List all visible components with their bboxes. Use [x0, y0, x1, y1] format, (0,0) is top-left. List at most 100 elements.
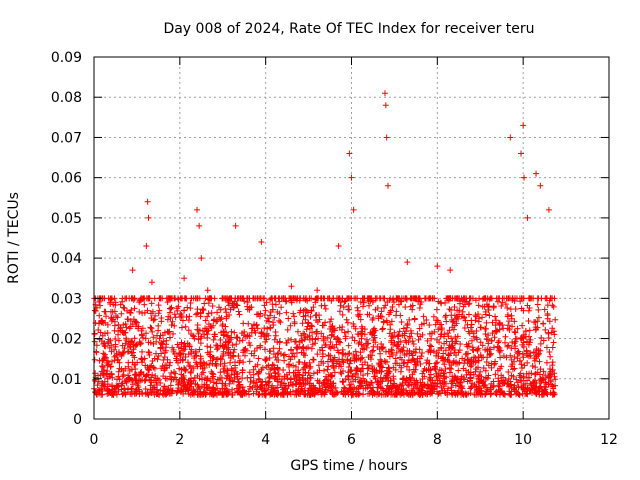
data-point [448, 307, 455, 314]
data-point [229, 391, 236, 398]
data-point [254, 325, 261, 332]
data-point [109, 374, 116, 381]
data-point [261, 302, 268, 309]
data-point [435, 391, 442, 398]
data-point [240, 320, 247, 327]
data-point [255, 355, 262, 362]
data-point [128, 385, 135, 392]
data-point [137, 340, 144, 347]
data-point [452, 334, 459, 341]
data-point [222, 323, 229, 330]
data-point [502, 301, 509, 308]
data-point [350, 351, 357, 358]
data-point [320, 333, 327, 340]
data-point [398, 356, 405, 363]
data-point [387, 377, 394, 384]
data-point [261, 346, 268, 353]
data-point [200, 307, 207, 314]
data-point [308, 307, 315, 314]
data-point [479, 342, 486, 349]
data-point [345, 328, 352, 335]
data-point [257, 344, 264, 351]
data-point [291, 320, 298, 327]
data-point [177, 350, 184, 357]
data-point [184, 304, 191, 311]
data-point [426, 376, 433, 383]
data-point [130, 381, 137, 388]
data-point [377, 350, 384, 357]
data-point [487, 384, 494, 391]
data-point [329, 358, 336, 365]
data-point [469, 346, 476, 353]
data-point [508, 312, 515, 319]
data-point [539, 375, 546, 382]
data-point [326, 318, 333, 325]
data-point [549, 344, 556, 351]
data-point [158, 318, 165, 325]
data-point [96, 336, 103, 343]
data-point [216, 314, 223, 321]
data-point [428, 330, 435, 337]
data-point [463, 350, 470, 357]
data-point [423, 316, 430, 323]
data-point [367, 356, 374, 363]
data-point [301, 330, 308, 337]
data-point [486, 296, 493, 303]
data-point [239, 375, 246, 382]
data-point [185, 351, 192, 358]
data-point [405, 357, 412, 364]
data-point [467, 369, 474, 376]
data-point [278, 379, 285, 386]
data-point [178, 366, 185, 373]
data-point [280, 366, 287, 373]
data-point [434, 263, 441, 270]
x-axis-label: GPS time / hours [290, 458, 407, 474]
data-point [464, 343, 471, 350]
data-point [353, 364, 360, 371]
data-point [428, 343, 435, 350]
data-point [309, 341, 316, 348]
data-point [383, 317, 390, 324]
x-tick-label: 2 [175, 432, 184, 448]
data-point [261, 312, 268, 319]
data-point [107, 301, 114, 308]
data-point [96, 312, 103, 319]
data-point [384, 182, 391, 189]
data-point [206, 351, 213, 358]
data-point [220, 391, 227, 398]
data-point [264, 379, 271, 386]
data-point [330, 363, 337, 370]
data-point [545, 206, 552, 213]
data-point [156, 335, 163, 342]
data-point [488, 337, 495, 344]
data-point [246, 369, 253, 376]
data-point [490, 382, 497, 389]
data-point [227, 359, 234, 366]
data-point [424, 390, 431, 397]
data-point [115, 356, 122, 363]
data-point [540, 368, 547, 375]
data-point [328, 372, 335, 379]
data-point [148, 362, 155, 369]
data-point [466, 300, 473, 307]
data-point [446, 365, 453, 372]
data-point [382, 102, 389, 109]
data-point [248, 350, 255, 357]
data-point [516, 391, 523, 398]
data-point [138, 295, 145, 302]
data-point [301, 391, 308, 398]
data-point [300, 380, 307, 387]
data-point [451, 322, 458, 329]
data-point [467, 363, 474, 370]
data-point [295, 328, 302, 335]
data-point [352, 376, 359, 383]
data-point [390, 299, 397, 306]
data-point [156, 307, 163, 314]
data-point [436, 366, 443, 373]
data-point [257, 295, 264, 302]
data-point [127, 317, 134, 324]
data-point [341, 384, 348, 391]
data-point [334, 358, 341, 365]
data-point [167, 359, 174, 366]
